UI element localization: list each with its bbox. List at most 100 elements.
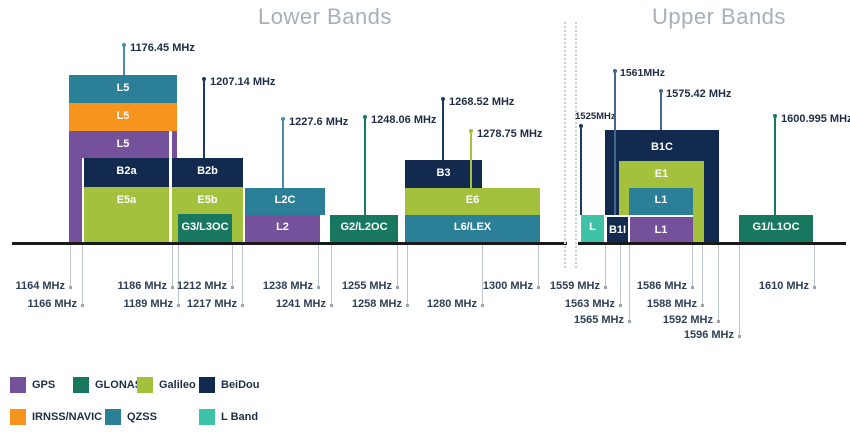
band-block-e5a-galileo: E5a (84, 187, 169, 242)
band-label-e5b: E5b (197, 194, 218, 206)
axis-tick-line-1212-mhz (231, 245, 233, 287)
axis-tick-label-1596-mhz: 1596 MHz (683, 329, 734, 341)
axis-tick-dot-1241-mhz (329, 304, 333, 307)
legend-label-l-band: L Band (221, 411, 259, 423)
axis-tick-dot-1255-mhz (395, 286, 399, 289)
block-divider-2 (82, 158, 84, 242)
band-label-l1: L1 (654, 224, 668, 236)
band-block-b2b-beidou: B2b (172, 158, 243, 187)
band-block-l5-irnss-navic: L5 (69, 103, 177, 131)
band-label-b1i: B1I (608, 224, 627, 236)
freq-marker-label-1176-45-mhz: 1176.45 MHz (130, 42, 195, 54)
axis-tick-label-1241-mhz: 1241 MHz (275, 298, 326, 310)
band-block-l1-gps: L1 (629, 215, 693, 242)
freq-marker-label-1207-14-mhz: 1207.14 MHz (210, 76, 276, 88)
legend-label-irnss-navic: IRNSS/NAVIC (32, 411, 103, 423)
axis-tick-label-1166-mhz: 1166 MHz (27, 298, 77, 310)
axis-tick-line-1300-mhz (537, 245, 539, 287)
freq-marker-line-1268-52-mhz (442, 100, 444, 160)
axis-tick-dot-1217-mhz (240, 304, 244, 307)
axis-tick-dot-1164-mhz (68, 286, 72, 289)
axis-tick-line-1241-mhz (330, 245, 332, 305)
frequency-axis-segment-2 (578, 242, 846, 245)
freq-marker-line-1176-45-mhz (123, 46, 125, 75)
band-label-l: L (589, 221, 596, 233)
legend-item-gps: GPS (10, 377, 55, 393)
axis-tick-dot-1166-mhz (80, 304, 84, 307)
axis-tick-dot-1258-mhz (405, 304, 409, 307)
legend-label-galileo: Galileo (159, 379, 196, 391)
band-label-e6: E6 (465, 194, 480, 206)
axis-tick-line-1280-mhz (481, 245, 483, 305)
axis-tick-dot-1189-mhz (176, 304, 180, 307)
freq-marker-label-1561mhz: 1561MHz (620, 67, 665, 79)
band-label-e1: E1 (654, 168, 669, 180)
axis-tick-line-1217-mhz (241, 245, 243, 305)
axis-tick-label-1238-mhz: 1238 MHz (262, 280, 313, 292)
legend-label-gps: GPS (32, 379, 56, 391)
axis-tick-label-1189-mhz: 1189 MHz (123, 298, 173, 310)
freq-marker-dot-1561mhz (612, 69, 617, 73)
legend-item-beidou: BeiDou (199, 377, 260, 393)
axis-tick-line-1238-mhz (317, 245, 319, 287)
freq-marker-line-1248-06-mhz (364, 118, 366, 215)
band-block-b2a-beidou: B2a (84, 158, 169, 187)
band-block-l2-gps: L2 (245, 215, 320, 242)
axis-tick-label-1588-mhz: 1588 MHz (646, 298, 697, 310)
legend-label-glonass: GLONASS (95, 379, 150, 391)
axis-tick-label-1186-mhz: 1186 MHz (117, 280, 167, 292)
axis-tick-line-1610-mhz (813, 245, 815, 287)
legend-item-galileo: Galileo (137, 377, 196, 393)
band-block-l2c-qzss: L2C (245, 188, 325, 215)
legend-label-qzss: QZSS (127, 411, 157, 423)
legend-swatch-glonass (73, 377, 89, 393)
legend-swatch-l-band (199, 409, 215, 425)
band-label-l5: L5 (116, 138, 130, 150)
axis-tick-dot-1186-mhz (170, 286, 174, 289)
axis-tick-label-1563-mhz: 1563 MHz (564, 298, 615, 310)
freq-marker-label-1278-75-mhz: 1278.75 MHz (477, 128, 543, 140)
axis-tick-line-1565-mhz (628, 245, 630, 321)
axis-tick-dot-1212-mhz (230, 286, 234, 289)
band-label-l6-lex: L6/LEX (453, 221, 492, 233)
freq-marker-dot-1268-52-mhz (440, 97, 445, 101)
freq-marker-line-1227-6-mhz (282, 120, 284, 188)
freq-marker-dot-1575-42-mhz (658, 89, 663, 93)
axis-tick-dot-1238-mhz (316, 286, 320, 289)
freq-marker-dot-1227-6-mhz (280, 117, 285, 121)
axis-tick-label-1164-mhz: 1164 MHz (15, 280, 65, 292)
band-block-e6-galileo: E6 (405, 188, 540, 215)
axis-tick-label-1586-mhz: 1586 MHz (636, 280, 687, 292)
legend-swatch-galileo (137, 377, 153, 393)
freq-marker-label-1227-6-mhz: 1227.6 MHz (289, 116, 349, 128)
axis-tick-dot-1565-mhz (627, 320, 631, 323)
legend-swatch-irnss-navic (10, 409, 26, 425)
freq-marker-dot-1176-45-mhz (121, 43, 126, 47)
band-block-g1-l1oc-glonass: G1/L1OC (739, 215, 813, 242)
band-label-l2: L2 (276, 221, 289, 233)
band-block-b1i-beidou: B1I (605, 215, 630, 242)
freq-marker-line-1600-995-mhz (774, 117, 776, 215)
freq-marker-dot-1600-995-mhz (772, 114, 777, 118)
band-label-g1-l1oc: G1/L1OC (752, 221, 800, 233)
band-label-g2-l2oc: G2/L2OC (340, 221, 388, 233)
axis-tick-label-1565-mhz: 1565 MHz (573, 314, 624, 326)
axis-tick-dot-1588-mhz (700, 304, 704, 307)
axis-tick-line-1164-mhz (69, 245, 71, 287)
freq-marker-line-1575-42-mhz (660, 92, 662, 130)
axis-tick-label-1610-mhz: 1610 MHz (758, 280, 809, 292)
band-separator-dashed-line-1 (564, 22, 566, 268)
axis-tick-line-1255-mhz (396, 245, 398, 287)
band-block-b3-beidou: B3 (405, 160, 482, 188)
axis-tick-label-1280-mhz: 1280 MHz (426, 298, 477, 310)
axis-tick-line-1166-mhz (81, 245, 83, 305)
axis-tick-label-1592-mhz: 1592 MHz (662, 314, 713, 326)
freq-marker-line-1561mhz (614, 72, 616, 215)
axis-tick-dot-1280-mhz (480, 304, 484, 307)
axis-tick-dot-1300-mhz (536, 286, 540, 289)
band-label-b2b: B2b (197, 165, 218, 177)
band-block-l5-qzss: L5 (69, 75, 177, 103)
axis-tick-label-1300-mhz: 1300 MHz (482, 280, 533, 292)
frequency-axis-segment-1 (12, 242, 567, 245)
